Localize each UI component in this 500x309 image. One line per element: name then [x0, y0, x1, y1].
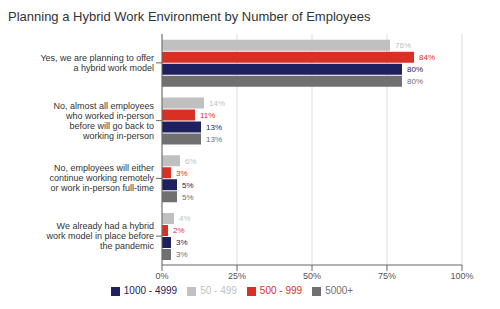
html-text:Planning a Hybrid Work Environ: Planning a Hybrid Work Environment by Nu…: [8, 9, 371, 24]
svg-text:5%: 5%: [182, 181, 194, 190]
svg-text:75%: 75%: [378, 271, 396, 281]
svg-text:76%: 76%: [395, 41, 411, 50]
svg-text:3%: 3%: [176, 250, 188, 259]
svg-text:5%: 5%: [182, 193, 194, 202]
svg-text:13%: 13%: [206, 135, 222, 144]
svg-text:No, employees will eitherconti: No, employees will eithercontinue workin…: [49, 163, 154, 193]
svg-text:80%: 80%: [407, 77, 423, 86]
svg-text:84%: 84%: [419, 53, 435, 62]
svg-text:13%: 13%: [206, 123, 222, 132]
svg-text:25%: 25%: [228, 271, 246, 281]
svg-text:100%: 100%: [450, 271, 473, 281]
svg-text:11%: 11%: [200, 111, 215, 120]
svg-text:Yes, we are planning to offera: Yes, we are planning to offera hybrid wo…: [40, 53, 154, 73]
svg-text:2%: 2%: [173, 226, 185, 235]
svg-text:0%: 0%: [155, 271, 168, 281]
svg-text:We already had a hybridwork mo: We already had a hybridwork model in pla…: [45, 221, 154, 251]
svg-text:3%: 3%: [176, 238, 188, 247]
html-text:1000 - 4999: 1000 - 4999: [123, 285, 178, 296]
svg-text:6%: 6%: [185, 157, 197, 166]
html-text:500 - 999: 500 - 999: [259, 285, 303, 296]
svg-text:No, almost all employeeswho wo: No, almost all employeeswho worked in-pe…: [53, 101, 154, 141]
html-text:50 - 499: 50 - 499: [200, 285, 237, 296]
svg-text:14%: 14%: [209, 99, 225, 108]
svg-text:4%: 4%: [179, 214, 191, 223]
html-text:5000+: 5000+: [325, 285, 354, 296]
svg-text:50%: 50%: [303, 271, 321, 281]
svg-text:3%: 3%: [176, 169, 188, 178]
svg-text:80%: 80%: [407, 65, 423, 74]
